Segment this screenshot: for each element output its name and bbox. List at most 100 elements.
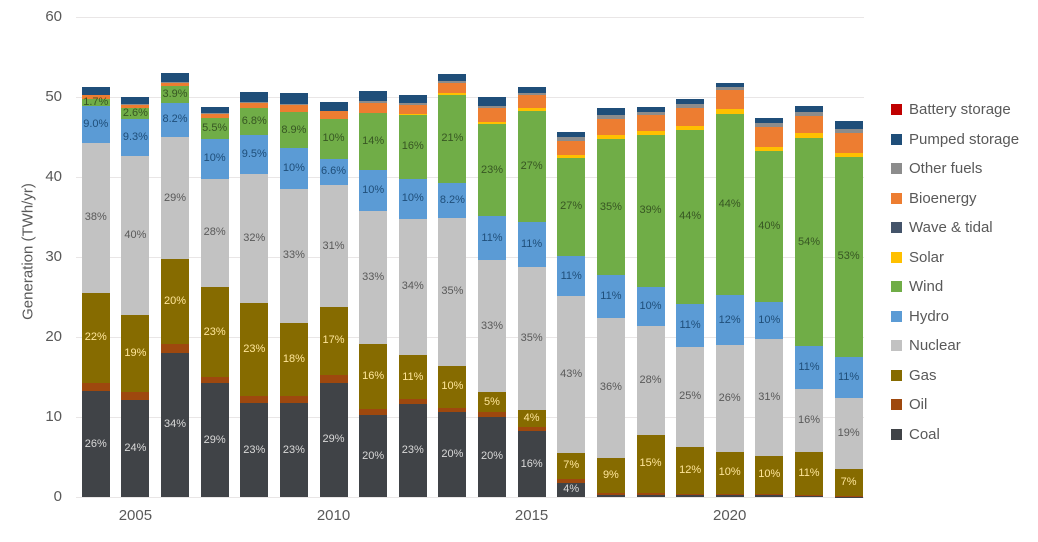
- bar-segment-wind-2004[interactable]: 1.7%: [81, 96, 110, 107]
- bar-segment-wind-2007[interactable]: 5.5%: [200, 117, 229, 140]
- bar-segment-gas-2020[interactable]: 10%: [715, 452, 744, 494]
- bar-segment-pumped-2013[interactable]: [438, 73, 467, 81]
- bar-2009[interactable]: 8.9% 10% 33% 18% 23%: [279, 93, 308, 497]
- bar-segment-oil-2015[interactable]: [517, 426, 546, 432]
- legend-item-pumped-storage[interactable]: Pumped storage: [891, 125, 1019, 155]
- bar-segment-solar-2021[interactable]: [755, 146, 784, 152]
- bar-2019[interactable]: 44% 11% 25% 12%: [676, 99, 705, 497]
- bar-segment-other-2005[interactable]: [121, 104, 150, 105]
- bar-segment-nuclear-2012[interactable]: 34%: [398, 218, 427, 356]
- bar-segment-wind-2016[interactable]: 27%: [557, 157, 586, 257]
- bar-2017[interactable]: 35% 11% 36% 9%: [596, 108, 625, 497]
- bar-segment-pumped-2014[interactable]: [478, 97, 506, 106]
- bar-segment-solar-2014[interactable]: [478, 121, 506, 125]
- bar-segment-coal-2017[interactable]: [596, 495, 625, 497]
- legend-item-battery-storage[interactable]: Battery storage: [891, 95, 1019, 125]
- bar-segment-other-2016[interactable]: [557, 136, 586, 141]
- bar-2005[interactable]: 2.6% 9.3% 40% 19% 24%: [121, 97, 150, 497]
- bar-segment-coal-2021[interactable]: [755, 495, 784, 497]
- bar-segment-nuclear-2023[interactable]: 19%: [834, 398, 863, 470]
- bar-segment-wind-2023[interactable]: 53%: [834, 157, 863, 357]
- bar-segment-pumped-2021[interactable]: [755, 117, 784, 123]
- bar-segment-oil-2011[interactable]: [359, 408, 388, 416]
- bar-segment-nuclear-2008[interactable]: 32%: [240, 173, 269, 303]
- bar-segment-hydro-2004[interactable]: 9.0%: [81, 105, 110, 143]
- bar-segment-bio-2022[interactable]: [795, 115, 823, 134]
- bar-segment-pumped-2012[interactable]: [398, 94, 427, 104]
- legend-item-nuclear[interactable]: Nuclear: [891, 331, 1019, 361]
- bar-segment-oil-2005[interactable]: [121, 392, 150, 401]
- bar-segment-bio-2012[interactable]: [398, 104, 427, 114]
- bar-segment-hydro-2011[interactable]: 10%: [359, 169, 388, 211]
- legend-item-wind[interactable]: Wind: [891, 272, 1019, 302]
- bar-segment-gas-2012[interactable]: 11%: [398, 355, 427, 400]
- bar-segment-solar-2020[interactable]: [715, 108, 744, 114]
- bar-2013[interactable]: 21% 8.2% 35% 10% 20%: [438, 73, 467, 497]
- bar-segment-gas-2011[interactable]: 16%: [359, 344, 388, 409]
- bar-2018[interactable]: 39% 10% 28% 15%: [636, 107, 665, 497]
- bar-segment-hydro-2009[interactable]: 10%: [279, 148, 308, 189]
- bar-segment-bio-2015[interactable]: [517, 95, 546, 109]
- bar-segment-wind-2011[interactable]: 14%: [359, 112, 388, 170]
- bar-segment-pumped-2020[interactable]: [715, 82, 744, 87]
- bar-segment-hydro-2015[interactable]: 11%: [517, 221, 546, 267]
- bar-segment-battery-2023[interactable]: [834, 120, 863, 122]
- bar-segment-gas-2022[interactable]: 11%: [795, 451, 823, 495]
- bar-segment-coal-2020[interactable]: [715, 495, 744, 497]
- bar-segment-pumped-2007[interactable]: [200, 106, 229, 113]
- bar-segment-coal-2004[interactable]: 26%: [81, 391, 110, 497]
- bar-segment-bio-2016[interactable]: [557, 140, 586, 155]
- bar-segment-nuclear-2021[interactable]: 31%: [755, 339, 784, 457]
- bar-segment-pumped-2008[interactable]: [240, 92, 269, 102]
- bar-2015[interactable]: 27% 11% 35% 4% 16%: [517, 86, 546, 497]
- bar-segment-coal-2011[interactable]: 20%: [359, 415, 388, 497]
- bar-2016[interactable]: 27% 11% 43% 7% 4%: [557, 132, 586, 497]
- bar-segment-bio-2008[interactable]: [240, 102, 269, 109]
- bar-segment-solar-2022[interactable]: [795, 133, 823, 139]
- bar-segment-oil-2012[interactable]: [398, 399, 427, 405]
- bar-segment-gas-2018[interactable]: 15%: [636, 434, 665, 493]
- bar-segment-pumped-2010[interactable]: [319, 101, 348, 111]
- bar-segment-other-2013[interactable]: [438, 80, 467, 83]
- bar-segment-bio-2007[interactable]: [200, 113, 229, 118]
- bar-segment-wind-2006[interactable]: 3.9%: [161, 85, 189, 103]
- bar-segment-other-2019[interactable]: [676, 104, 705, 109]
- bar-segment-other-2011[interactable]: [359, 101, 388, 103]
- bar-segment-nuclear-2004[interactable]: 38%: [81, 142, 110, 293]
- bar-2006[interactable]: 3.9% 8.2% 29% 20% 34%: [161, 73, 189, 497]
- bar-segment-other-2008[interactable]: [240, 101, 269, 103]
- bar-segment-coal-2019[interactable]: [676, 495, 705, 497]
- bar-segment-solar-2016[interactable]: [557, 154, 586, 158]
- bar-segment-nuclear-2014[interactable]: 33%: [478, 260, 506, 393]
- bar-segment-gas-2004[interactable]: 22%: [81, 292, 110, 383]
- bar-segment-nuclear-2015[interactable]: 35%: [517, 266, 546, 410]
- bar-segment-wind-2014[interactable]: 23%: [478, 124, 506, 217]
- bar-segment-oil-2008[interactable]: [240, 396, 269, 404]
- bar-segment-wind-2020[interactable]: 44%: [715, 113, 744, 296]
- bar-segment-hydro-2012[interactable]: 10%: [398, 178, 427, 219]
- bar-segment-coal-2005[interactable]: 24%: [121, 400, 150, 497]
- bar-segment-gas-2019[interactable]: 12%: [676, 446, 705, 494]
- bar-segment-nuclear-2016[interactable]: 43%: [557, 296, 586, 453]
- bar-segment-bio-2010[interactable]: [319, 111, 348, 120]
- legend-item-bioenergy[interactable]: Bioenergy: [891, 184, 1019, 214]
- bar-segment-coal-2015[interactable]: 16%: [517, 431, 546, 497]
- bar-2012[interactable]: 16% 10% 34% 11% 23%: [398, 94, 427, 497]
- bar-segment-nuclear-2005[interactable]: 40%: [121, 156, 150, 316]
- bar-segment-wind-2019[interactable]: 44%: [676, 129, 705, 305]
- bar-2020[interactable]: 44% 12% 26% 10%: [715, 82, 744, 497]
- bar-segment-gas-2010[interactable]: 17%: [319, 307, 348, 375]
- bar-2011[interactable]: 14% 10% 33% 16% 20%: [359, 91, 388, 497]
- bar-segment-oil-2004[interactable]: [81, 382, 110, 392]
- bar-segment-bio-2021[interactable]: [755, 126, 784, 147]
- bar-segment-nuclear-2018[interactable]: 28%: [636, 325, 665, 435]
- bar-segment-gas-2021[interactable]: 10%: [755, 456, 784, 494]
- bar-segment-coal-2006[interactable]: 34%: [161, 352, 189, 497]
- bar-segment-nuclear-2022[interactable]: 16%: [795, 389, 823, 452]
- bar-segment-bio-2018[interactable]: [636, 115, 665, 132]
- bar-segment-gas-2007[interactable]: 23%: [200, 287, 229, 377]
- bar-segment-gas-2009[interactable]: 18%: [279, 322, 308, 397]
- bar-segment-oil-2023[interactable]: [834, 495, 863, 497]
- bar-segment-oil-2022[interactable]: [795, 494, 823, 497]
- bar-segment-pumped-2016[interactable]: [557, 132, 586, 137]
